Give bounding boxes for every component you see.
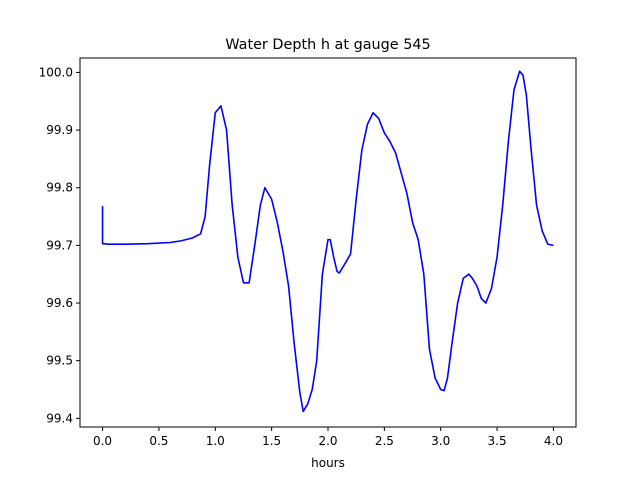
x-tick-label: 3.5 xyxy=(488,434,507,448)
y-tick-label: 99.7 xyxy=(46,238,73,252)
y-tick-label: 99.5 xyxy=(46,354,73,368)
y-axis-ticks: 99.4 99.5 99.6 99.7 99.8 99.9 100.0 xyxy=(39,65,80,425)
x-tick-label: 0.0 xyxy=(93,434,112,448)
x-tick-label: 1.5 xyxy=(262,434,281,448)
y-tick-label: 99.8 xyxy=(46,181,73,195)
x-axis-label: hours xyxy=(311,456,345,470)
chart-title: Water Depth h at gauge 545 xyxy=(225,37,430,53)
x-tick-label: 4.0 xyxy=(544,434,563,448)
x-tick-label: 3.0 xyxy=(431,434,450,448)
axes-frame xyxy=(79,57,577,428)
plot-area xyxy=(101,70,554,413)
y-tick-label: 100.0 xyxy=(39,65,73,79)
y-tick-label: 99.6 xyxy=(46,296,73,310)
x-axis-ticks: 0.0 0.5 1.0 1.5 2.0 2.5 3.0 3.5 4.0 xyxy=(93,427,563,448)
x-tick-label: 2.5 xyxy=(375,434,394,448)
x-tick-label: 2.0 xyxy=(318,434,337,448)
series-line xyxy=(101,70,554,413)
y-tick-label: 99.4 xyxy=(46,411,73,425)
x-tick-label: 0.5 xyxy=(149,434,168,448)
y-tick-label: 99.9 xyxy=(46,123,73,137)
x-tick-label: 1.0 xyxy=(206,434,225,448)
